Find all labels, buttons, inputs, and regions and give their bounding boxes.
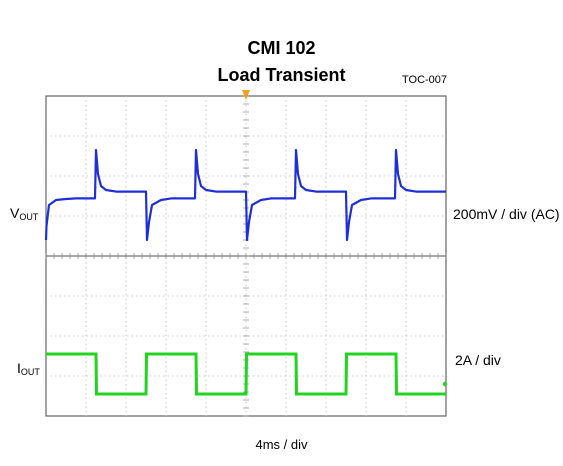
trigger-marker (242, 90, 250, 100)
time-scale-label: 4ms / div (255, 437, 308, 452)
vout-trace (44, 148, 446, 242)
iout-label: IOUT (17, 360, 40, 377)
iout-marker (442, 381, 448, 387)
vout-label: VOUT (10, 205, 39, 222)
iout-trace (46, 352, 446, 396)
chart-subtitle: Load Transient (217, 65, 346, 85)
figure-tag: TOC-007 (402, 74, 448, 86)
chart-title: CMI 102 (247, 38, 316, 58)
iout-scale-label: 2A / div (455, 352, 501, 368)
vout-scale-label: 200mV / div (AC) (453, 206, 560, 222)
